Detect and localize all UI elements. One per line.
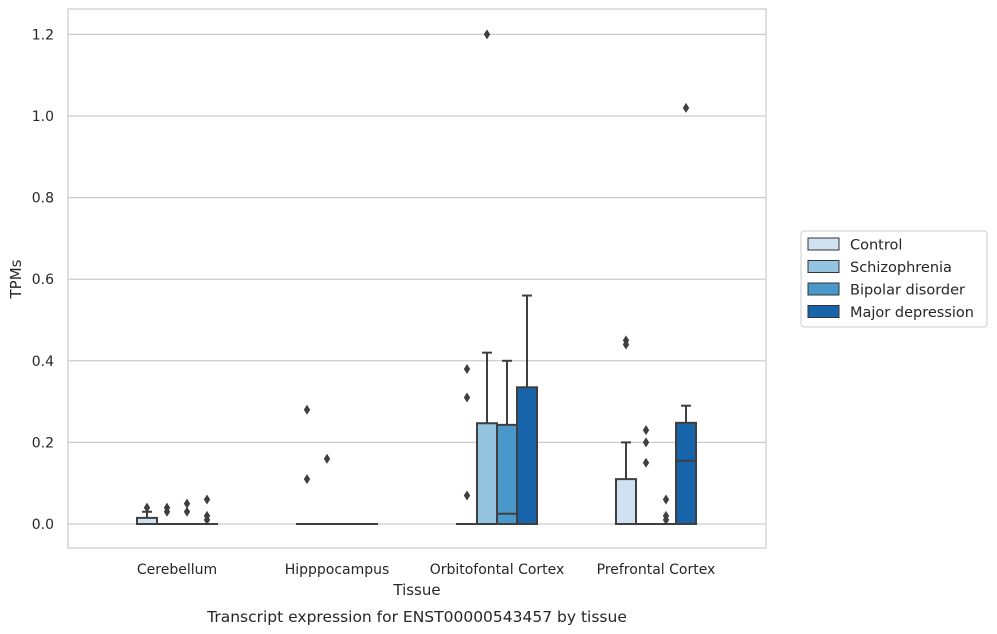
outlier-point [463,363,471,374]
chart-caption: Transcript expression for ENST0000054345… [206,608,627,626]
outlier-point [203,494,211,505]
box-bipolar-disorder [655,494,677,526]
box-rect [496,423,518,525]
box-bipolar-disorder [176,498,198,526]
y-tick-label: 1.0 [32,109,54,125]
x-tick-label: Hipppocampus [285,562,390,578]
outlier-point [662,494,670,505]
box-rect [615,478,637,525]
box-schizophrenia [316,453,338,526]
box-major-depression [196,494,218,526]
plot-frame [67,8,767,549]
outlier-point [183,506,191,517]
y-tick-label: 0.4 [32,354,54,370]
outlier-point [303,474,311,485]
box-schizophrenia [476,29,498,525]
y-tick-label: 1.2 [32,27,54,43]
legend-swatch [807,260,840,273]
box-rect [675,421,697,526]
box-major-depression [516,294,538,525]
y-tick-label: 0.2 [32,435,54,451]
legend-swatch [807,305,840,318]
y-tick-label: 0.6 [32,272,54,288]
outlier-point [183,498,191,509]
y-tick-label: 0.8 [32,191,54,207]
box-bipolar-disorder [496,359,518,525]
outlier-point [143,502,151,513]
y-axis-ticks: 0.0 0.2 0.4 0.6 0.8 1.0 1.2 [32,27,54,533]
outlier-point [203,514,211,525]
x-tick-label: Prefrontal Cortex [597,562,716,578]
grid-lines [68,33,766,525]
legend-label: Major depression [850,305,974,321]
y-axis-label: TPMs [7,259,25,299]
legend-swatch [807,282,840,296]
legend: Control Schizophrenia Bipolar disorder Majo… [800,230,988,328]
box-schizophrenia [156,502,178,526]
outlier-point [662,514,670,525]
x-tick-label: Orbitofontal Cortex [430,562,565,578]
outlier-point [483,29,491,40]
x-axis-label: Tissue [392,581,440,599]
legend-swatch [807,237,840,251]
box-schizophrenia [635,425,657,526]
outlier-point [682,102,690,113]
legend-label: Bipolar disorder [850,283,965,299]
x-axis-ticks: Cerebellum Hipppocampus Orbitofontal Corte… [137,562,715,578]
x-tick-label: Cerebellum [137,562,217,578]
outlier-point [463,490,471,501]
box-control [615,335,637,525]
box-series [136,29,697,526]
outlier-point [463,392,471,403]
box-control [456,363,478,526]
legend-frame [800,230,988,328]
outlier-point [642,437,650,448]
legend-label: Schizophrenia [850,260,952,276]
box-rect [516,386,538,525]
outlier-point [642,425,650,436]
box-control [296,404,318,526]
outlier-point [323,453,331,464]
outlier-point [642,457,650,468]
box-major-depression [675,102,697,526]
box-rect [476,422,498,525]
legend-label: Control [850,238,902,254]
box-control [136,502,158,526]
outlier-point [622,339,630,350]
outlier-point [163,506,171,517]
y-tick-label: 0.0 [32,517,54,533]
outlier-point [303,404,311,415]
